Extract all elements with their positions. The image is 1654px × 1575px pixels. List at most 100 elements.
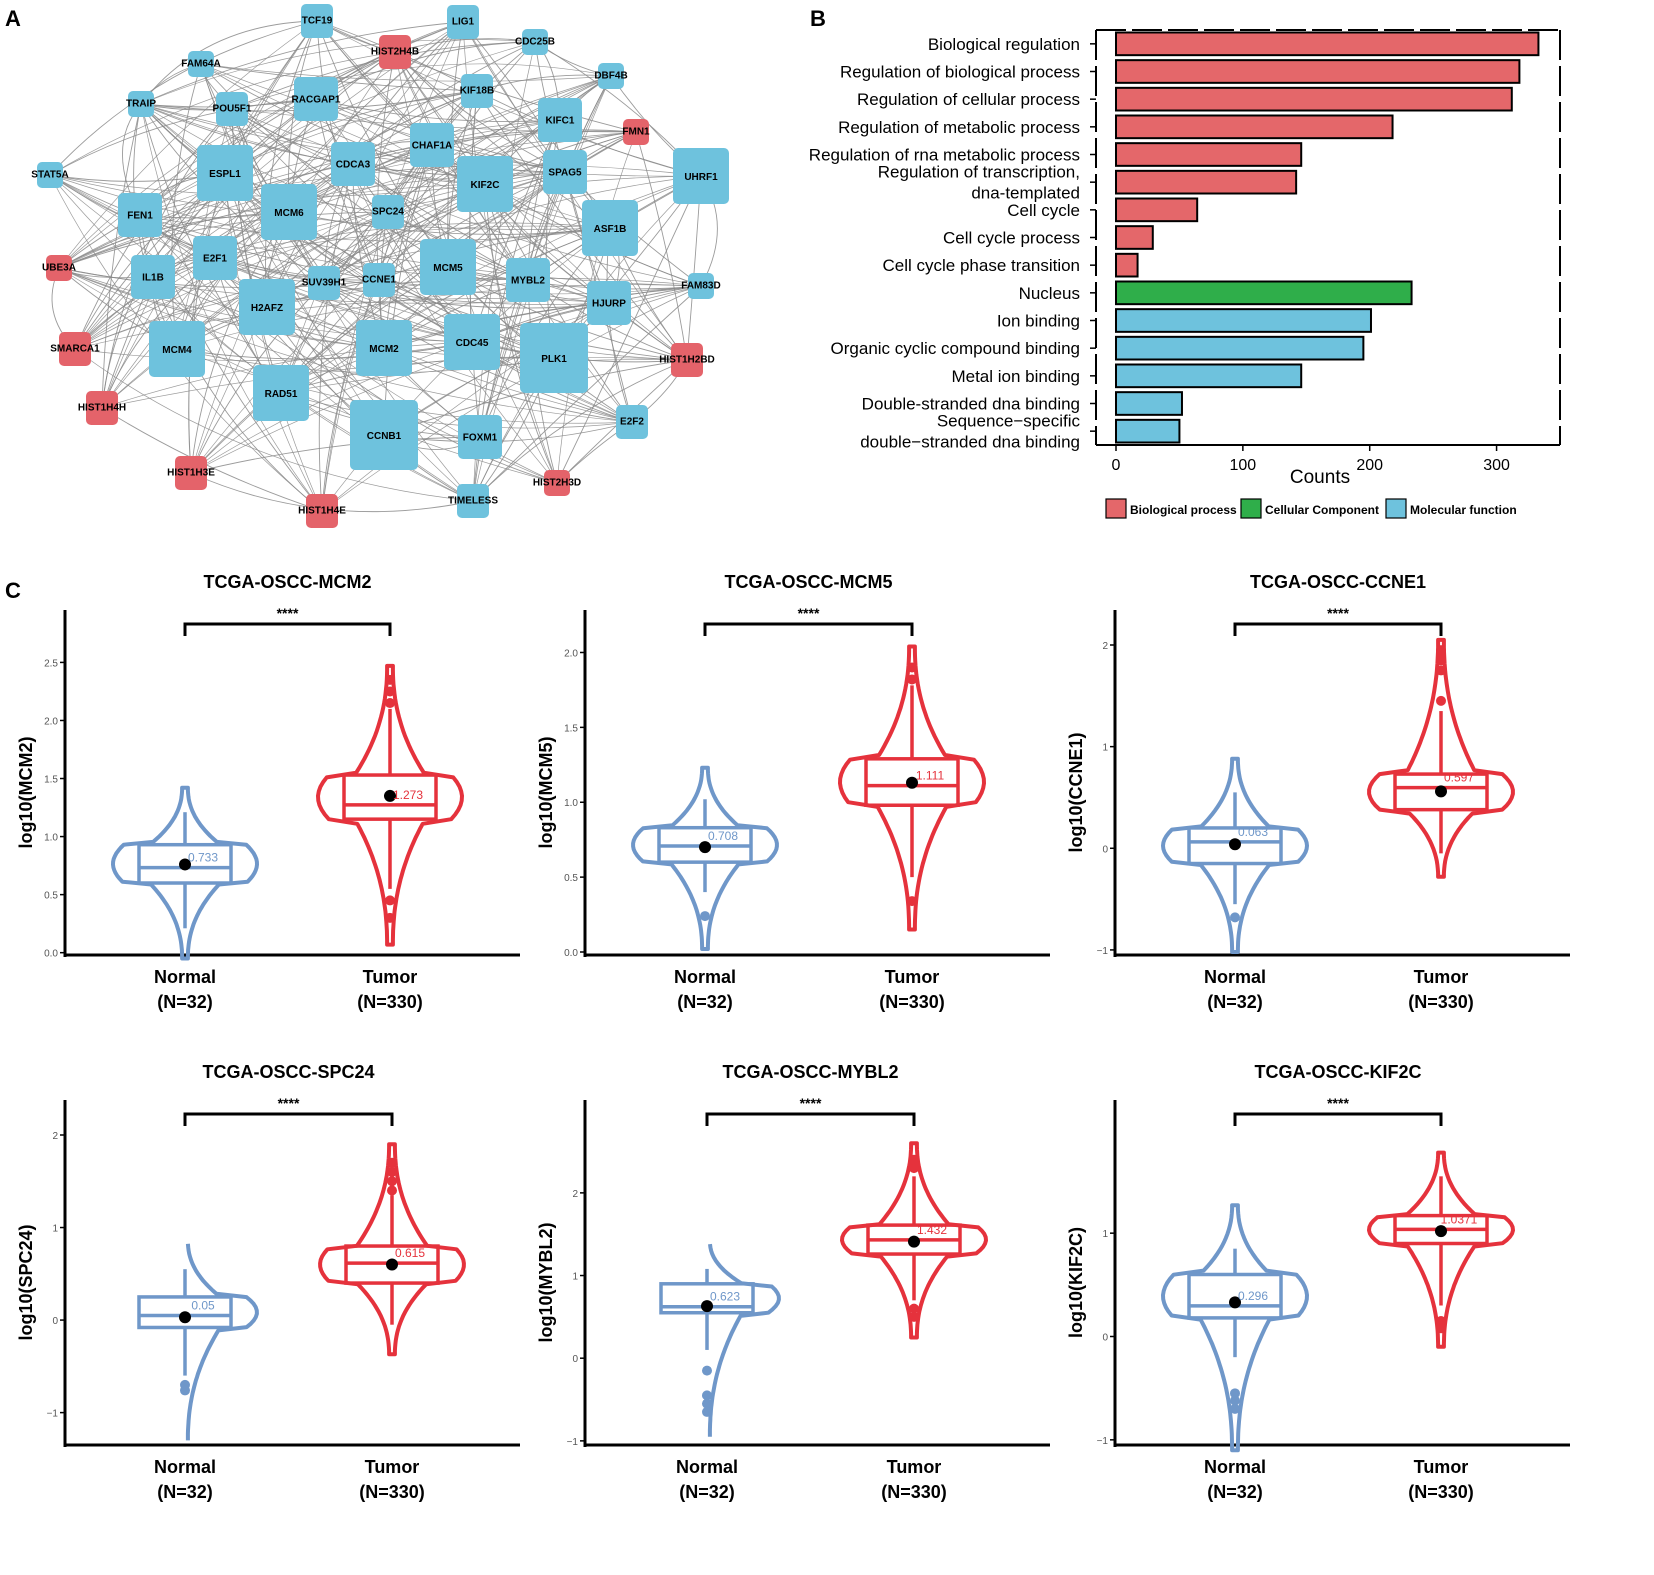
- violin-y-tick-label: −1: [567, 1437, 579, 1448]
- network-node-ccnb1: CCNB1: [350, 400, 418, 470]
- violin-shape: [1161, 756, 1309, 954]
- network-node-suv39h1: SUV39H1: [302, 266, 347, 300]
- violin-x-label: Tumor: [363, 967, 418, 987]
- network-edge: [190, 51, 396, 474]
- network-node-hist1h4e: HIST1H4E: [298, 494, 346, 528]
- network-node-box: [587, 281, 631, 325]
- network-edge: [74, 348, 474, 502]
- network-node-fam83d: FAM83D: [681, 273, 721, 299]
- violin-x-count: (N=330): [1408, 1482, 1474, 1502]
- network-edge: [556, 175, 702, 484]
- violin-mean-dot: [908, 1235, 920, 1248]
- go-x-axis-title: Counts: [1290, 467, 1350, 488]
- network-edge: [321, 21, 464, 512]
- violin-outlier: [909, 1163, 919, 1174]
- network-node-spag5: SPAG5: [543, 150, 587, 194]
- network-edge: [315, 41, 536, 100]
- network-node-lig1: LIG1: [447, 5, 479, 39]
- network-node-box: [671, 343, 703, 377]
- network-edge: [479, 75, 612, 438]
- violin-group-tumor: 1.432 Tumor (N=330): [840, 1141, 988, 1502]
- violin-plots: TCGA-OSCC-MCM2 **** log10(MCM2) 0.0 0.5 1.0 1.…: [16, 572, 1570, 1502]
- network-node-timeless: TIMELESS: [448, 484, 498, 518]
- network-edge: [58, 119, 561, 269]
- network-node-traip: TRAIP: [126, 91, 156, 117]
- go-category-label: Cell cycle process: [943, 229, 1080, 248]
- network-node-il1b: IL1B: [131, 255, 175, 299]
- violin-outlier: [1230, 1395, 1240, 1406]
- go-category-label: Double-stranded dna binding: [862, 395, 1080, 414]
- violin-x-label: Tumor: [887, 1457, 942, 1477]
- violin-box: [137, 842, 233, 885]
- violin-outlier: [702, 1398, 712, 1409]
- violin-y-tick-label: 0: [1102, 844, 1108, 855]
- network-edge: [74, 75, 612, 350]
- violin-shape: [838, 644, 986, 932]
- network-node-label: CDCA3: [336, 159, 371, 170]
- violin-y-axis-title: log10(MCM2): [16, 736, 36, 848]
- violin-shape: [707, 1243, 781, 1437]
- network-node-hist1h3e: HIST1H3E: [167, 456, 215, 490]
- violin-box: [1187, 1272, 1283, 1320]
- network-node-mcm6: MCM6: [261, 184, 317, 240]
- violin-x-label: Normal: [1204, 967, 1266, 987]
- network-node-uhrf1: UHRF1: [673, 148, 729, 204]
- go-bar: [1115, 31, 1540, 57]
- violin-x-label: Normal: [676, 1457, 738, 1477]
- violin-group-normal: 0.296 Normal (N=32): [1161, 1203, 1309, 1502]
- violin-group-tumor: 0.597 Tumor (N=330): [1367, 637, 1515, 1012]
- violin-y-axis-title: log10(CCNE1): [1066, 732, 1086, 852]
- network-edge: [49, 20, 318, 176]
- violin-title: TCGA-OSCC-MYBL2: [723, 1062, 899, 1082]
- network-edge: [101, 341, 473, 409]
- violin-shape: [1161, 1203, 1309, 1453]
- network-node-label: H2AFZ: [251, 303, 283, 314]
- go-legend-item-cc: Cellular Component: [1240, 498, 1379, 519]
- network-edge: [224, 172, 323, 512]
- network-node-box: [410, 123, 454, 167]
- violin-mean-dot: [906, 776, 918, 789]
- violin-x-count: (N=32): [677, 992, 733, 1012]
- violin-outlier: [702, 1406, 712, 1417]
- network-edge: [484, 183, 558, 484]
- violin-title: TCGA-OSCC-MCM2: [204, 572, 372, 592]
- network-edge: [74, 98, 317, 350]
- network-node-hist2h3d: HIST2H3D: [533, 470, 581, 496]
- violin-mean-dot: [1229, 838, 1241, 851]
- violin-outlier: [385, 895, 395, 906]
- network-edge: [139, 214, 473, 343]
- go-bar: [1115, 418, 1181, 444]
- network-node-box: [46, 255, 72, 281]
- network-edge: [352, 163, 610, 304]
- network-node-label: LIG1: [452, 17, 475, 28]
- network-node-h2afz: H2AFZ: [239, 279, 295, 335]
- network-node-ube3a: UBE3A: [42, 255, 76, 281]
- network-edge: [323, 282, 688, 361]
- violin-median-label: 1.273: [393, 788, 423, 802]
- network-node-e2f2: E2F2: [616, 405, 648, 439]
- violin-shape: [631, 765, 779, 951]
- violin-mean-dot: [699, 841, 711, 854]
- network-node-box: [301, 4, 333, 38]
- violin-median-label: 0.708: [708, 829, 738, 843]
- network-node-box: [261, 184, 317, 240]
- violin-plot-6: TCGA-OSCC-KIF2C **** log10(KIF2C) −1 0 1 0.296…: [1066, 1062, 1570, 1502]
- go-category-label: Nucleus: [1019, 284, 1080, 303]
- violin-x-label: Normal: [1204, 1457, 1266, 1477]
- violin-outlier: [909, 1303, 919, 1314]
- violin-y-tick-label: −1: [1097, 1436, 1109, 1447]
- violin-median-label: 0.296: [1238, 1289, 1268, 1303]
- go-bar: [1115, 308, 1372, 333]
- violin-median-label: 1.111: [916, 769, 945, 783]
- significance-bracket: [1233, 622, 1443, 636]
- network-node-box: [86, 391, 118, 425]
- network-node-label: POU5F1: [213, 104, 252, 115]
- network-node-label: HIST2H4B: [371, 47, 419, 58]
- violin-box: [1393, 772, 1489, 812]
- violin-outlier: [1230, 1388, 1240, 1399]
- panel-letter-b: B: [810, 6, 826, 31]
- violin-box: [1187, 826, 1283, 866]
- network-edge: [231, 63, 612, 110]
- network-edge: [265, 20, 318, 308]
- violin-outlier: [387, 1176, 397, 1187]
